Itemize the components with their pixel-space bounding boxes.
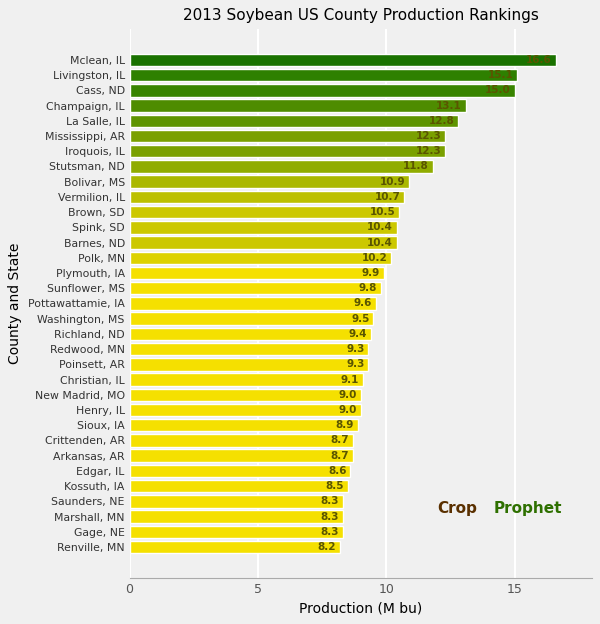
Text: 9.9: 9.9 [362, 268, 380, 278]
Text: 9.1: 9.1 [341, 374, 359, 384]
Text: 10.4: 10.4 [367, 222, 393, 232]
Text: 15.0: 15.0 [485, 85, 511, 95]
Y-axis label: County and State: County and State [8, 243, 22, 364]
Bar [130, 434, 353, 447]
Bar [130, 297, 376, 310]
Bar [130, 358, 368, 371]
Text: 9.3: 9.3 [346, 359, 364, 369]
Text: 12.8: 12.8 [428, 116, 454, 126]
Bar [130, 206, 399, 218]
Bar [130, 282, 381, 295]
Text: 12.3: 12.3 [416, 131, 442, 141]
Bar [130, 495, 343, 507]
Text: 10.7: 10.7 [374, 192, 400, 202]
Text: 8.6: 8.6 [328, 466, 347, 476]
Bar [130, 389, 361, 401]
Text: 11.8: 11.8 [403, 162, 428, 172]
Text: 13.1: 13.1 [436, 100, 462, 110]
Bar [130, 54, 556, 66]
Bar [130, 115, 458, 127]
Text: 8.3: 8.3 [320, 496, 339, 506]
Text: 8.9: 8.9 [336, 420, 354, 430]
Bar [130, 175, 409, 188]
Text: 9.5: 9.5 [351, 314, 370, 324]
Bar [130, 69, 517, 81]
Text: 15.1: 15.1 [488, 70, 514, 80]
Bar [130, 191, 404, 203]
Bar [130, 99, 466, 112]
Bar [130, 130, 445, 142]
Text: 9.8: 9.8 [359, 283, 377, 293]
Bar [130, 84, 515, 97]
Text: 9.3: 9.3 [346, 344, 364, 354]
Bar [130, 160, 433, 173]
Text: 8.7: 8.7 [331, 451, 349, 461]
Bar [130, 313, 373, 325]
Text: 8.3: 8.3 [320, 527, 339, 537]
Text: Prophet: Prophet [494, 502, 563, 517]
Bar [130, 419, 358, 431]
Text: 10.2: 10.2 [362, 253, 388, 263]
Bar [130, 525, 343, 538]
Bar [130, 221, 397, 233]
Text: Crop: Crop [437, 502, 478, 517]
Text: 8.5: 8.5 [325, 481, 344, 491]
X-axis label: Production (M bu): Production (M bu) [299, 602, 422, 616]
Bar [130, 343, 368, 356]
Text: 12.3: 12.3 [416, 146, 442, 156]
Title: 2013 Soybean US County Production Rankings: 2013 Soybean US County Production Rankin… [183, 8, 539, 23]
Text: 10.9: 10.9 [380, 177, 406, 187]
Bar [130, 480, 348, 492]
Text: 8.3: 8.3 [320, 512, 339, 522]
Bar [130, 541, 340, 553]
Bar [130, 251, 391, 264]
Text: 8.2: 8.2 [318, 542, 336, 552]
Bar [130, 373, 363, 386]
Bar [130, 145, 445, 157]
Bar [130, 328, 371, 340]
Text: 9.0: 9.0 [338, 405, 357, 415]
Text: 10.4: 10.4 [367, 238, 393, 248]
Bar [130, 449, 353, 462]
Text: 8.7: 8.7 [331, 436, 349, 446]
Text: 16.6: 16.6 [526, 55, 552, 65]
Bar [130, 267, 384, 280]
Bar [130, 404, 361, 416]
Bar [130, 236, 397, 249]
Text: 9.6: 9.6 [354, 298, 372, 308]
Text: 9.0: 9.0 [338, 390, 357, 400]
Text: 10.5: 10.5 [370, 207, 395, 217]
Bar [130, 465, 350, 477]
Text: 9.4: 9.4 [349, 329, 367, 339]
Bar [130, 510, 343, 523]
